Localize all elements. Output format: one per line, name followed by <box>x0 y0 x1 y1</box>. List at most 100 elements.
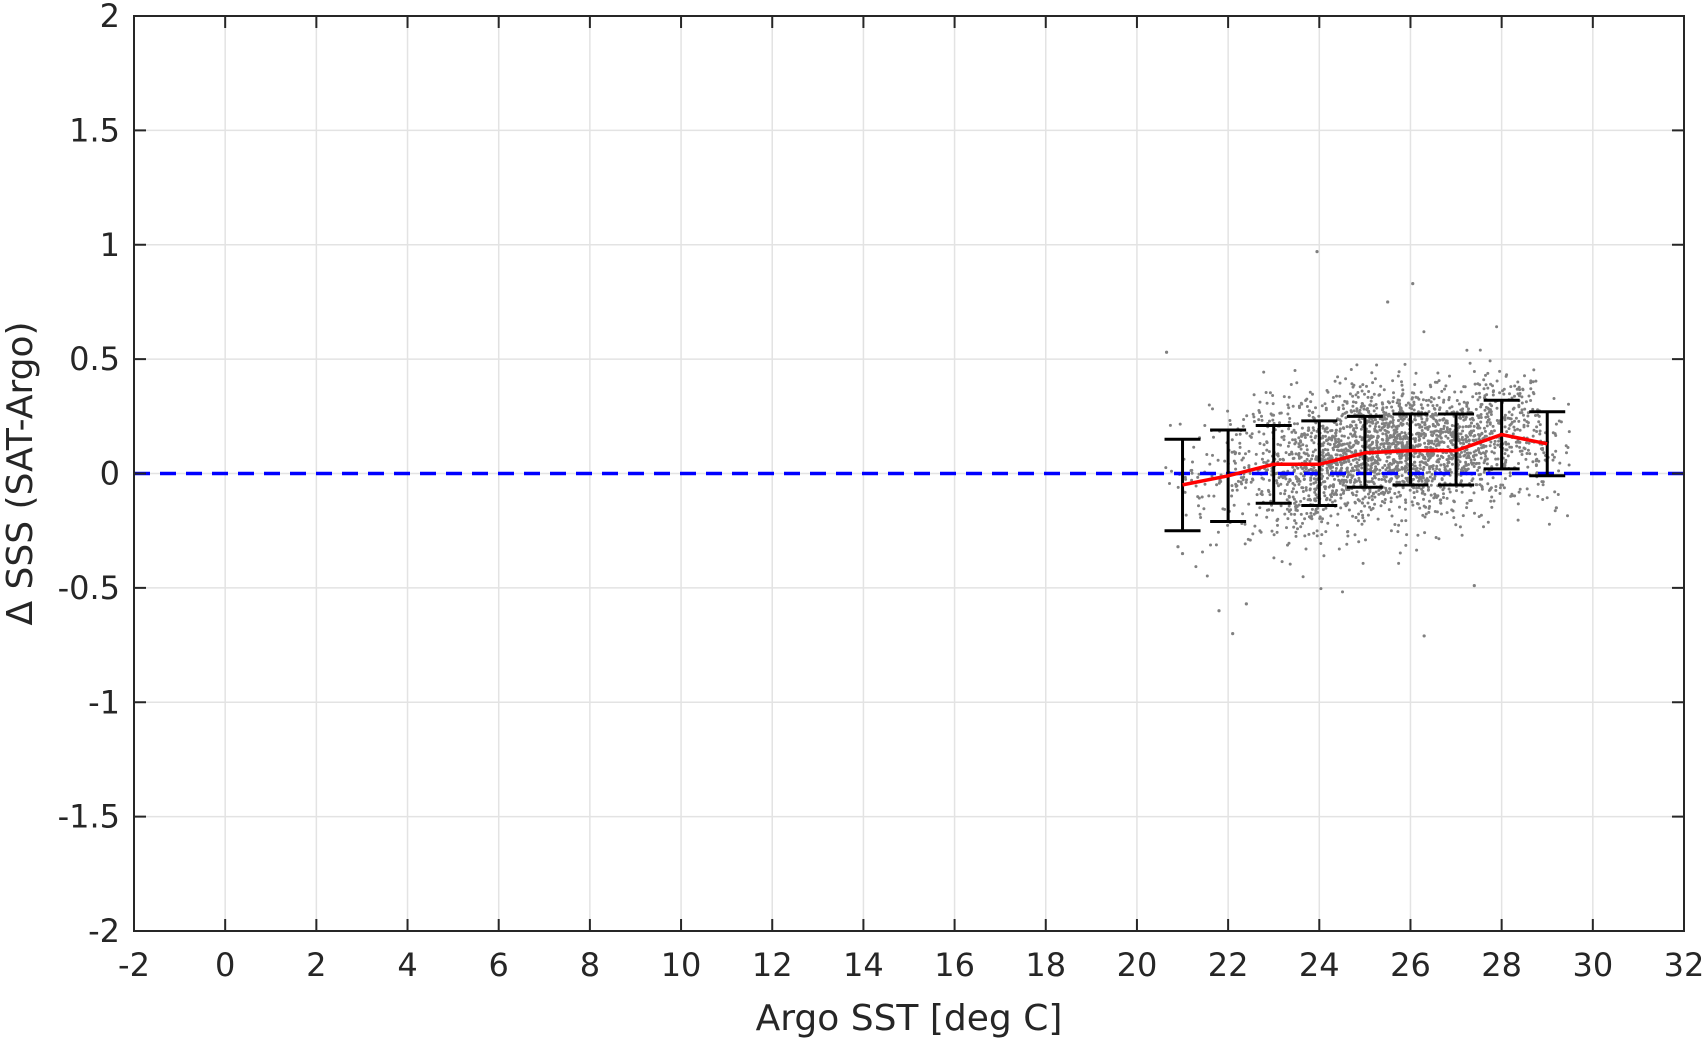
scatter-point <box>1345 400 1349 404</box>
scatter-point <box>1394 436 1398 440</box>
scatter-point <box>1257 487 1261 491</box>
scatter-point <box>1503 416 1507 420</box>
scatter-point <box>1360 522 1364 526</box>
scatter-point <box>1420 487 1424 491</box>
scatter-point <box>1465 506 1469 510</box>
scatter-point <box>1217 481 1221 485</box>
scatter-point <box>1432 431 1436 435</box>
scatter-point <box>1351 420 1355 424</box>
scatter-point <box>1282 438 1286 442</box>
scatter-point <box>1287 441 1291 445</box>
scatter-point <box>1430 472 1434 476</box>
scatter-point <box>1323 494 1327 498</box>
scatter-point <box>1400 454 1404 458</box>
scatter-point <box>1531 391 1535 394</box>
scatter-point <box>1420 425 1424 429</box>
scatter-point <box>1379 504 1383 508</box>
scatter-point <box>1413 464 1417 468</box>
scatter-point <box>1296 479 1299 483</box>
scatter-point <box>1373 377 1377 381</box>
scatter-point <box>1357 412 1361 416</box>
scatter-point <box>1428 465 1432 469</box>
scatter-point <box>1395 495 1399 499</box>
scatter-point <box>1353 533 1357 537</box>
scatter-point <box>1451 456 1455 460</box>
scatter-point <box>1411 467 1415 471</box>
scatter-point <box>1395 466 1399 470</box>
scatter-point <box>1374 403 1378 406</box>
scatter-point <box>1331 465 1335 469</box>
scatter-point <box>1492 442 1496 446</box>
scatter-point <box>1442 398 1446 402</box>
scatter-point <box>1476 468 1480 472</box>
scatter-point <box>1429 439 1433 443</box>
scatter-point <box>1437 379 1441 383</box>
scatter-point <box>1339 496 1343 500</box>
scatter-point <box>1315 429 1319 433</box>
scatter-point <box>1212 494 1216 498</box>
scatter-point <box>1326 476 1329 480</box>
scatter-point <box>1488 432 1492 436</box>
scatter-point <box>1410 407 1414 411</box>
scatter-point <box>1364 538 1367 542</box>
scatter-point <box>1334 467 1338 470</box>
scatter-point <box>1341 403 1345 407</box>
scatter-point <box>1378 417 1382 421</box>
scatter-point <box>1355 490 1359 494</box>
scatter-point <box>1424 445 1428 449</box>
scatter-point <box>1351 404 1355 408</box>
scatter-point <box>1361 516 1365 520</box>
scatter-point <box>1202 507 1206 511</box>
scatter-point <box>1526 414 1530 418</box>
scatter-point <box>1460 479 1463 483</box>
scatter-point <box>1291 438 1295 442</box>
scatter-point <box>1349 368 1353 371</box>
scatter-point <box>1192 445 1196 449</box>
scatter-point <box>1442 427 1446 431</box>
scatter-point <box>1355 363 1359 367</box>
scatter-point <box>1419 403 1423 407</box>
scatter-point <box>1479 456 1483 460</box>
scatter-point <box>1376 517 1380 521</box>
scatter-point <box>1437 537 1441 541</box>
scatter-point <box>1447 431 1451 434</box>
scatter-point <box>1459 390 1463 394</box>
scatter-point <box>1309 400 1313 404</box>
scatter-point <box>1405 466 1408 469</box>
scatter-point <box>1311 415 1315 419</box>
scatter-point <box>1312 531 1316 535</box>
scatter-point <box>1446 436 1450 440</box>
scatter-point <box>1292 497 1296 501</box>
scatter-point <box>1396 374 1400 378</box>
scatter-point <box>1271 418 1275 422</box>
scatter-point <box>1469 458 1473 462</box>
scatter-point <box>1351 400 1355 404</box>
scatter-point <box>1321 426 1325 430</box>
scatter-point <box>1337 478 1341 482</box>
y-tick-label: 1 <box>100 226 120 264</box>
scatter-point <box>1390 405 1394 409</box>
scatter-point <box>1404 403 1408 407</box>
scatter-point <box>1334 431 1338 435</box>
scatter-point <box>1345 542 1349 546</box>
scatter-point <box>1207 494 1211 498</box>
scatter-point <box>1265 508 1269 512</box>
scatter-point <box>1495 379 1499 383</box>
scatter-point <box>1363 495 1367 499</box>
scatter-point <box>1517 490 1521 494</box>
scatter-point <box>1386 430 1390 434</box>
scatter-point <box>1401 486 1405 490</box>
scatter-point <box>1322 441 1326 445</box>
scatter-point <box>1323 480 1327 484</box>
scatter-point <box>1422 461 1426 465</box>
scatter-point <box>1474 407 1478 411</box>
scatter-point <box>1304 486 1308 490</box>
scatter-point <box>1458 525 1462 529</box>
scatter-point <box>1333 445 1337 449</box>
scatter-point <box>1460 435 1464 439</box>
scatter-point <box>1338 394 1342 398</box>
scatter-point <box>1310 431 1314 435</box>
scatter-point <box>1434 411 1438 415</box>
scatter-point <box>1554 422 1558 426</box>
scatter-point <box>1422 497 1425 501</box>
